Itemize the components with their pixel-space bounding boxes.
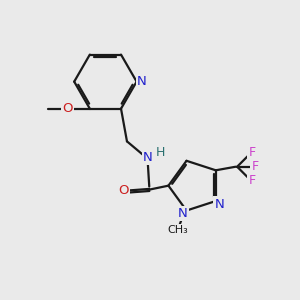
- Text: CH₃: CH₃: [167, 225, 188, 235]
- Text: N: N: [143, 151, 153, 164]
- Text: O: O: [62, 102, 73, 115]
- Text: F: F: [251, 160, 259, 173]
- Text: F: F: [248, 175, 256, 188]
- Text: N: N: [178, 207, 188, 220]
- Text: H: H: [156, 146, 165, 159]
- Text: N: N: [214, 197, 224, 211]
- Text: N: N: [137, 75, 147, 88]
- Text: F: F: [248, 146, 256, 159]
- Text: O: O: [119, 184, 129, 197]
